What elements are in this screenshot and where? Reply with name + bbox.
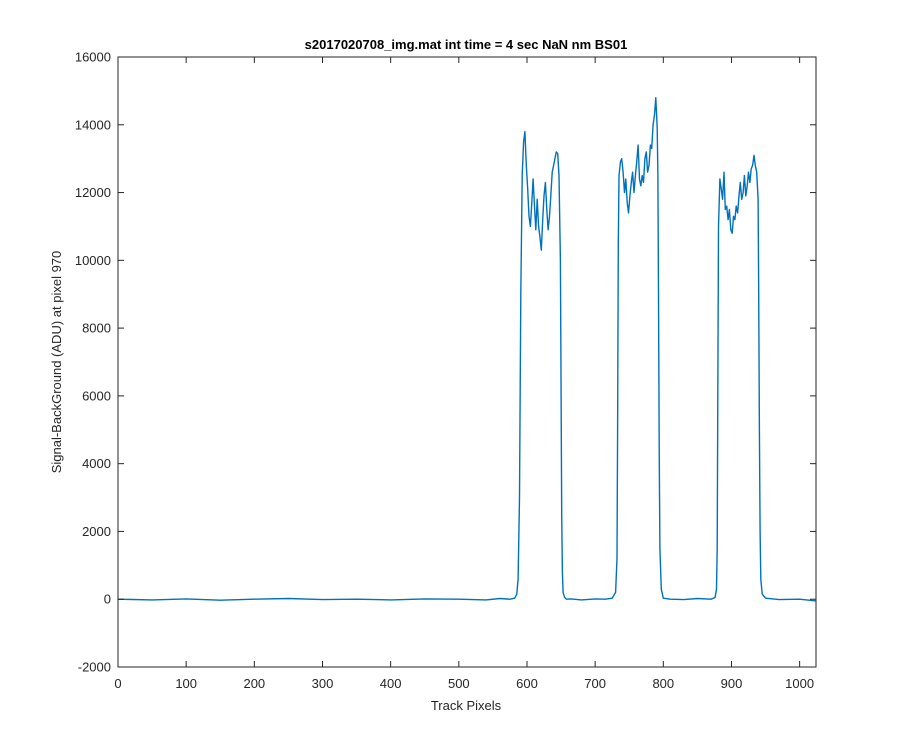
- x-axis-label: Track Pixels: [431, 698, 502, 713]
- x-tick-label: 600: [516, 676, 538, 691]
- y-tick-label: 8000: [82, 321, 111, 336]
- y-tick-label: 12000: [75, 185, 111, 200]
- y-axis-ticks: -2000 0 2000 4000 6000 8000 10000 12000 14000 160…: [75, 50, 816, 675]
- x-tick-label: 300: [312, 676, 334, 691]
- x-tick-label: 900: [721, 676, 743, 691]
- y-tick-label: 2000: [82, 524, 111, 539]
- x-tick-label: 1000: [785, 676, 814, 691]
- x-tick-label: 400: [380, 676, 402, 691]
- x-tick-label: 100: [175, 676, 197, 691]
- series-line: [117, 97, 817, 602]
- x-tick-label: 800: [652, 676, 674, 691]
- x-tick-label: 200: [243, 676, 265, 691]
- chart-title: s2017020708_img.mat int time = 4 sec NaN…: [305, 37, 628, 52]
- axes-frame: [117, 56, 817, 668]
- y-tick-label: -2000: [78, 660, 111, 675]
- y-tick-label: 10000: [75, 253, 111, 268]
- plot-area: -200002000400060008000100001200014000160…: [75, 50, 817, 691]
- x-tick-label: 700: [584, 676, 606, 691]
- x-tick-label: 500: [448, 676, 470, 691]
- y-tick-label: 14000: [75, 117, 111, 132]
- y-tick-label: 0: [104, 592, 111, 607]
- axes-box: [118, 57, 816, 667]
- x-tick-label: 0: [114, 676, 121, 691]
- y-tick-label: 6000: [82, 388, 111, 403]
- y-tick-label: 4000: [82, 456, 111, 471]
- y-tick-label: 16000: [75, 50, 111, 65]
- y-axis-label: Signal-BackGround (ADU) at pixel 970: [49, 251, 64, 474]
- x-axis-ticks: 0 100 200 300 400 500 600 700 800 900 1000: [114, 57, 814, 691]
